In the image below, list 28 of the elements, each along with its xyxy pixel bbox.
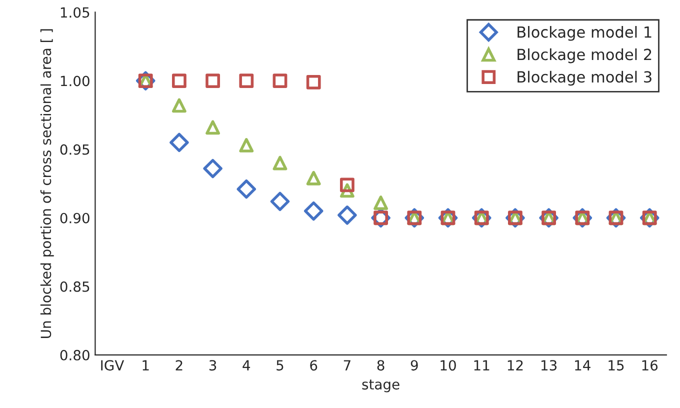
legend-label: Blockage model 1 <box>518 26 652 41</box>
y-tick-label: 1.05 <box>60 7 90 18</box>
y-axis-title: Un blocked portion of cross sectional area [ ] <box>40 29 54 338</box>
x-tick-label: 5 <box>276 360 284 371</box>
y-tick-label: 0.90 <box>60 212 90 224</box>
x-axis-title: stage <box>362 380 400 392</box>
x-tick-label: 12 <box>508 360 523 370</box>
x-tick-label: 6 <box>310 360 318 371</box>
x-tick-label: 10 <box>440 360 456 371</box>
y-tick-label: 0.85 <box>60 281 90 292</box>
x-tick-label: 7 <box>344 360 350 370</box>
y-tick-label: 0.95 <box>60 144 90 155</box>
x-tick-label: 13 <box>541 360 557 371</box>
x-tick-label: 11 <box>474 360 490 370</box>
x-tick-label: 14 <box>575 360 590 370</box>
x-tick-label: 1 <box>142 360 149 370</box>
x-tick-label: 2 <box>176 360 182 370</box>
y-tick-label: 1.00 <box>60 76 90 86</box>
y-tick-label: 0.80 <box>60 350 90 360</box>
x-tick-label: 4 <box>242 360 250 370</box>
x-tick-label: 3 <box>209 360 216 371</box>
x-tick-label: 16 <box>642 360 658 371</box>
legend-label: Blockage model 2 <box>518 48 652 64</box>
x-tick-label: IGV <box>101 360 124 371</box>
legend-label: Blockage model 3 <box>518 70 652 86</box>
x-tick-label: 9 <box>410 360 418 371</box>
x-tick-label: 15 <box>608 360 624 371</box>
x-tick-label: 8 <box>377 360 384 371</box>
